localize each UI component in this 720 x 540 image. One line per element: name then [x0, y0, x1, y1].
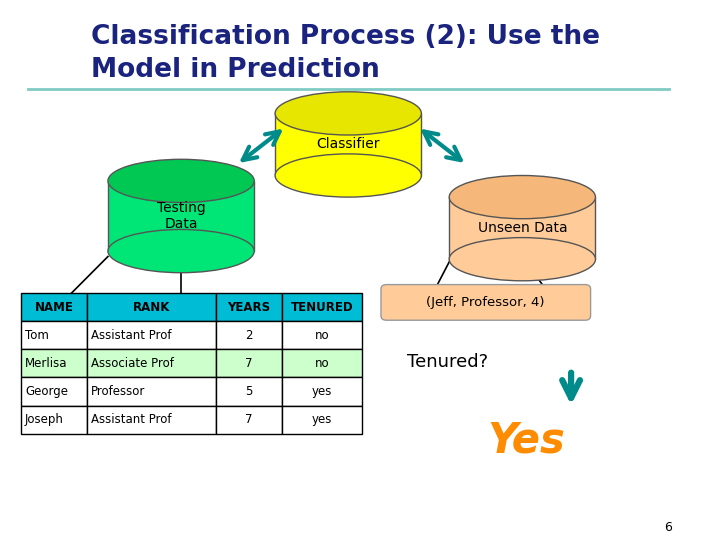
Bar	[282, 349, 362, 377]
Text: yes: yes	[312, 385, 333, 398]
Text: Professor: Professor	[91, 385, 145, 398]
Ellipse shape	[275, 154, 421, 197]
Ellipse shape	[275, 92, 421, 135]
Bar	[216, 377, 282, 406]
Text: Yes: Yes	[487, 419, 564, 461]
Text: Joseph: Joseph	[25, 413, 64, 426]
Bar	[282, 293, 362, 321]
Text: yes: yes	[312, 413, 333, 426]
Text: Model in Prediction: Model in Prediction	[91, 57, 379, 83]
Bar	[216, 293, 282, 321]
Text: 5: 5	[246, 385, 253, 398]
Text: Associate Prof: Associate Prof	[91, 357, 174, 370]
Ellipse shape	[449, 176, 595, 219]
Text: Testing
Data: Testing Data	[157, 201, 205, 231]
Bar	[216, 321, 282, 349]
Text: George: George	[25, 385, 68, 398]
Text: Merlisa: Merlisa	[25, 357, 68, 370]
Ellipse shape	[108, 230, 254, 273]
Ellipse shape	[108, 159, 254, 202]
Text: Assistant Prof: Assistant Prof	[91, 329, 172, 342]
Bar	[216, 349, 282, 377]
Text: 2: 2	[246, 329, 253, 342]
Text: no: no	[315, 329, 330, 342]
Text: no: no	[315, 357, 330, 370]
Bar	[21, 377, 87, 406]
Bar	[275, 113, 421, 176]
Bar	[108, 181, 254, 251]
Text: Tenured?: Tenured?	[408, 353, 489, 371]
Bar	[87, 293, 216, 321]
Text: 6: 6	[665, 521, 672, 534]
Bar	[21, 321, 87, 349]
Text: Classifier: Classifier	[317, 138, 380, 151]
Text: 7: 7	[246, 413, 253, 426]
Text: NAME: NAME	[35, 301, 73, 314]
Bar	[21, 349, 87, 377]
Text: Assistant Prof: Assistant Prof	[91, 413, 172, 426]
Text: Unseen Data: Unseen Data	[477, 221, 567, 235]
Bar	[87, 321, 216, 349]
Ellipse shape	[449, 238, 595, 281]
Text: (Jeff, Professor, 4): (Jeff, Professor, 4)	[426, 296, 545, 309]
Bar	[282, 406, 362, 434]
Bar	[282, 321, 362, 349]
Bar	[87, 406, 216, 434]
Bar	[87, 377, 216, 406]
Text: Tom: Tom	[25, 329, 49, 342]
Text: RANK: RANK	[132, 301, 170, 314]
Bar	[21, 406, 87, 434]
Bar	[216, 406, 282, 434]
Text: Classification Process (2): Use the: Classification Process (2): Use the	[91, 24, 600, 50]
Text: 7: 7	[246, 357, 253, 370]
Bar	[282, 377, 362, 406]
Bar	[449, 197, 595, 259]
FancyBboxPatch shape	[381, 285, 590, 320]
Text: TENURED: TENURED	[291, 301, 354, 314]
Text: YEARS: YEARS	[228, 301, 271, 314]
Bar	[21, 293, 87, 321]
Bar	[87, 349, 216, 377]
